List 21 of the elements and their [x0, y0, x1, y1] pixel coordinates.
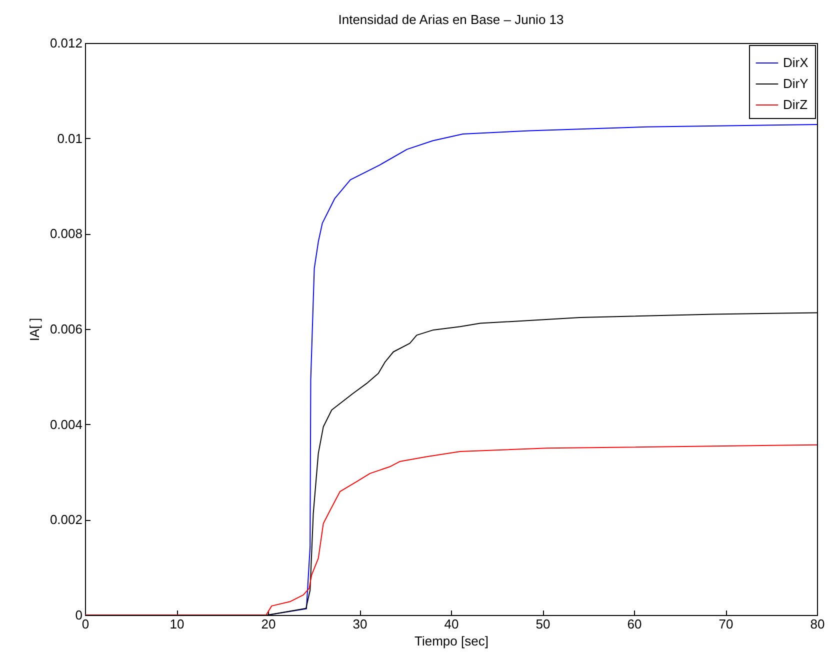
x-tick-label: 20	[261, 616, 276, 632]
y-tick-label: 0.008	[50, 226, 82, 242]
y-axis-title: IA[ ]	[26, 318, 42, 342]
x-tick-label: 80	[810, 616, 825, 632]
chart-title: Intensidad de Arias en Base – Junio 13	[338, 12, 564, 27]
legend-label: DirX	[783, 55, 809, 70]
y-tick-label: 0.012	[50, 36, 82, 50]
x-tick-label: 10	[170, 616, 184, 632]
y-tick-label: 0.01	[57, 130, 82, 146]
line-series	[85, 444, 817, 615]
y-tick-label: 0.004	[50, 416, 82, 432]
legend-label: DirY	[783, 76, 809, 91]
x-tick-label: 30	[352, 616, 368, 632]
x-tick-label: 70	[718, 616, 734, 632]
x-tick-label: 40	[444, 616, 459, 632]
y-tick-label: 0.006	[50, 322, 82, 336]
x-tick-label: 60	[627, 616, 642, 632]
y-tick-label: 0.002	[50, 512, 82, 528]
legend-label: DirZ	[783, 97, 808, 112]
x-tick-label: 50	[536, 616, 550, 632]
x-axis-title: Tiempo [sec]	[414, 634, 488, 648]
